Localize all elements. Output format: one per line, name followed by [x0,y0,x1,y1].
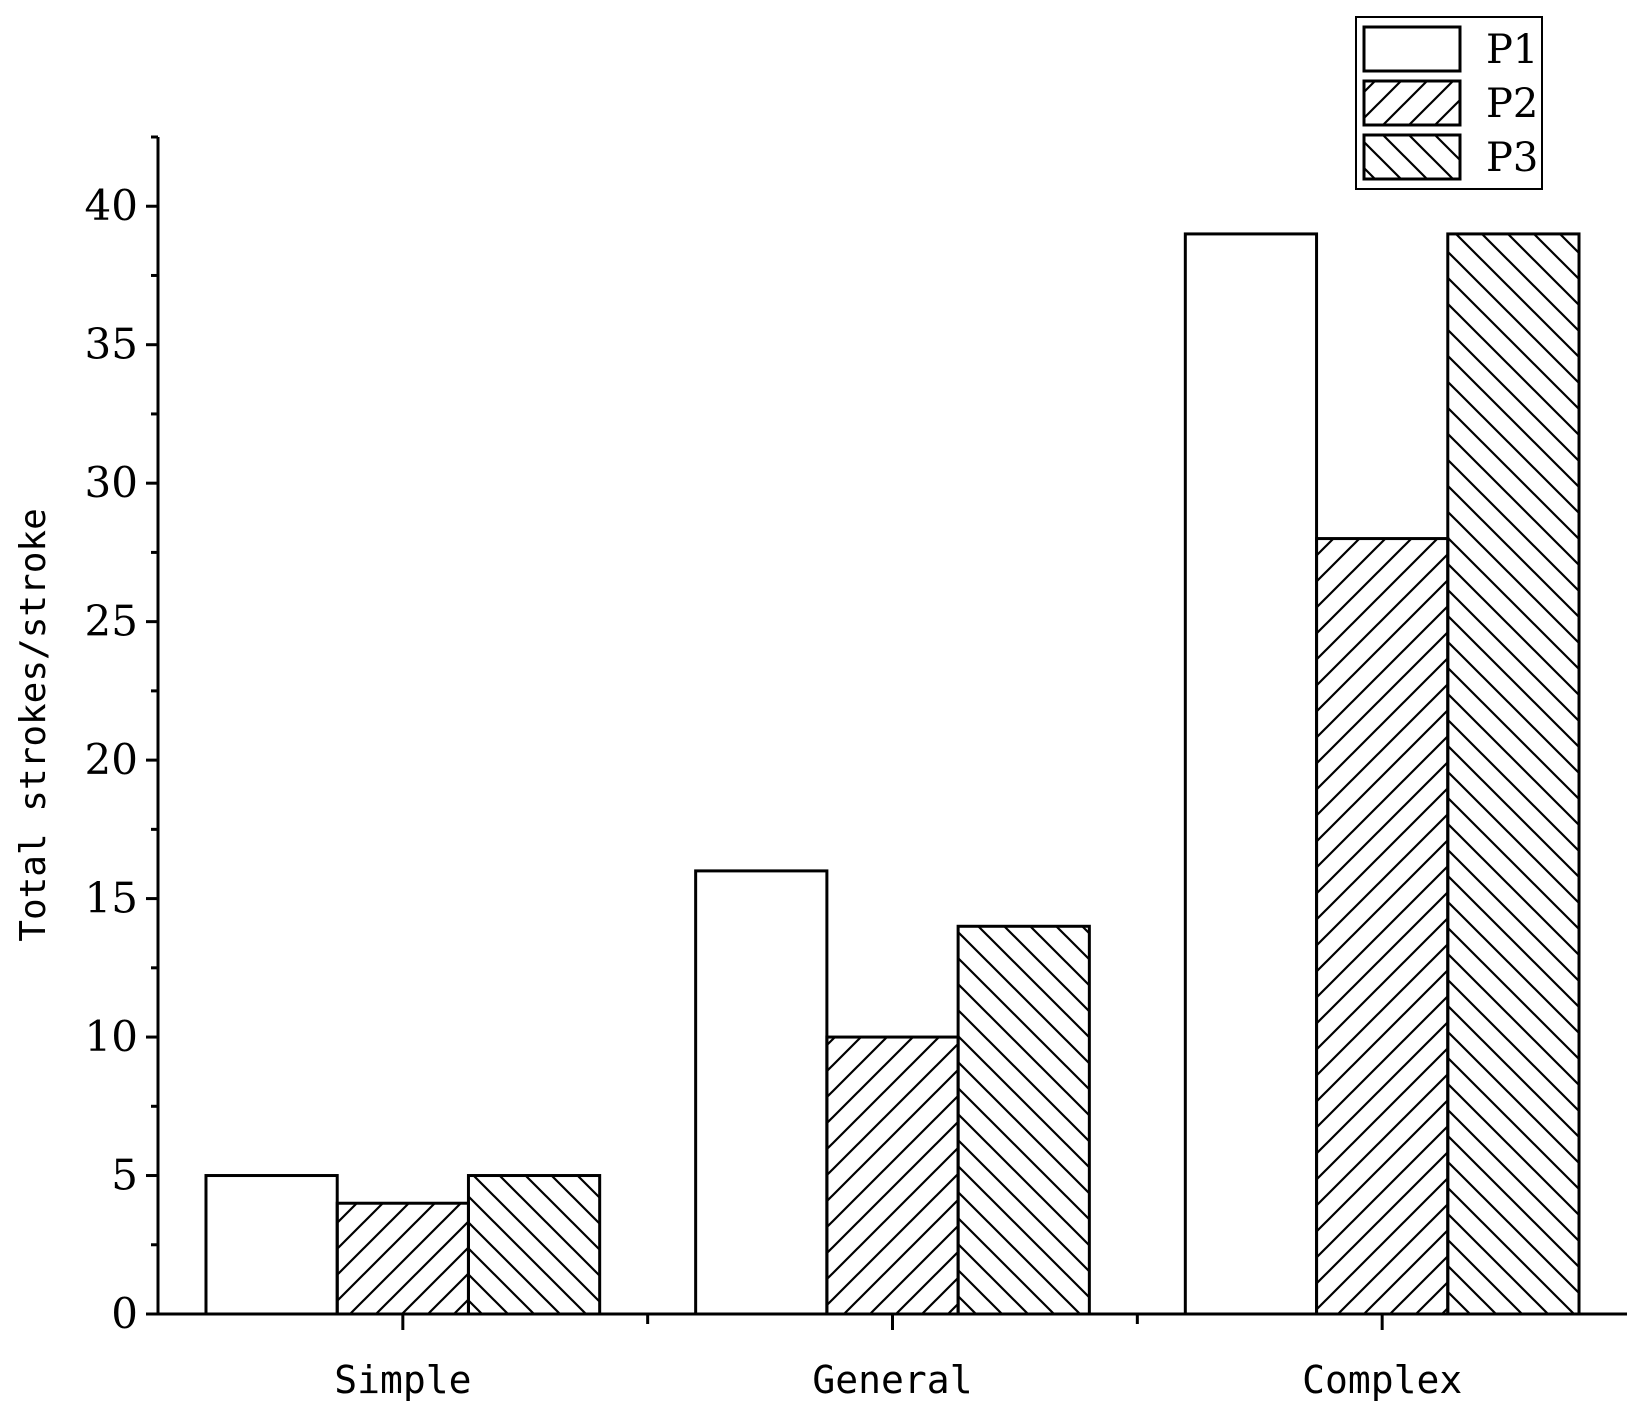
legend-swatch-p1 [1362,25,1462,73]
y-tick-label: 35 [85,320,138,369]
bar-p3-complex [1446,232,1581,1316]
y-ticks: 0 5 10 15 20 25 30 35 40 [85,135,158,1338]
y-tick-label: 0 [111,1289,138,1338]
y-tick-label: 5 [111,1151,138,1200]
legend-label: P1 [1486,27,1538,73]
y-tick-label: 40 [85,181,138,230]
y-tick-label: 10 [85,1012,138,1061]
bar-p1-complex [1183,232,1319,1316]
bar-p2-general [825,1035,960,1316]
bar-p3-simple [466,1174,602,1316]
bar-p2-complex [1315,537,1450,1316]
y-tick-label: 20 [85,735,138,784]
legend-label: P3 [1486,135,1538,181]
x-category-label: Simple [334,1358,471,1402]
y-axis-title: Total strokes/stroke [13,508,54,941]
x-category-label: General [812,1358,972,1402]
bar-p3-general [956,924,1091,1316]
legend: P1 P2 P3 [1355,16,1543,190]
bar-p1-simple [204,1174,339,1316]
y-tick-label: 15 [85,874,138,923]
x-ticks: Simple General Complex [334,1314,1462,1402]
y-tick-label: 25 [85,597,138,646]
legend-label: P2 [1486,81,1538,127]
legend-swatch-p3 [1362,133,1462,181]
bars-layer [204,232,1581,1316]
y-tick-label: 30 [85,458,138,507]
bar-p2-simple [335,1201,470,1316]
legend-swatch-p2 [1362,79,1462,127]
x-category-label: Complex [1302,1358,1462,1402]
bar-p1-general [694,869,829,1316]
